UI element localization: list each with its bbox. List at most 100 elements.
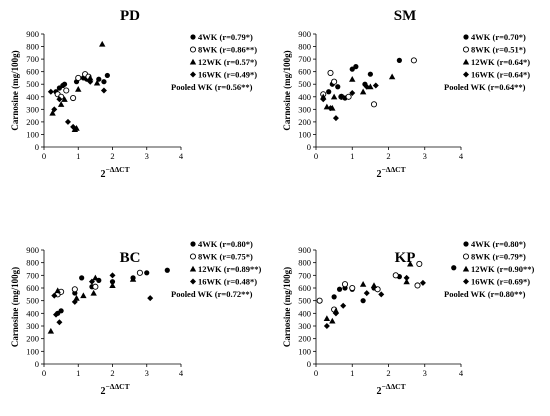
panel-pd-legend-pooled: Pooled WK (r=0.56**) [171, 82, 253, 92]
panel-sm-data-point [367, 83, 374, 90]
panel-pd-data-point [70, 123, 77, 130]
panel-kp-data-point [451, 265, 457, 271]
panel-kp-data-point [378, 291, 385, 298]
panel-sm-y-tick-label: 200 [298, 117, 311, 127]
panel-kp-y-tick-label: 500 [298, 296, 311, 306]
panel-sm-series-3 [320, 73, 396, 111]
panel-pd-series-1 [53, 72, 110, 95]
panel-pd-series-2 [54, 71, 92, 102]
panel-sm-y-tick-label: 800 [298, 42, 311, 52]
panel-sm-legend-label: 12WK (r=0.64*) [471, 57, 530, 67]
panel-pd-legend: 4WK (r=0.79*) 8WK (r=0.86**) 12WK (r=0.57*… [171, 32, 257, 92]
panel-kp-data-point [332, 310, 339, 317]
panel-bc-data-point [147, 295, 154, 302]
panel-kp-y-tick-label: 0 [307, 359, 311, 369]
panel-sm-y-tick-label: 500 [298, 79, 311, 89]
panel-kp-legend-label: 4WK (r=0.80*) [471, 239, 526, 249]
panel-kp-legend-label: 12WK (r=0.90**) [471, 264, 535, 274]
panel-bc-data-point [47, 327, 55, 334]
panel-kp-x-tick-label: 4 [459, 368, 464, 378]
panel-sm-data-point [353, 64, 359, 70]
panel-pd-data-point [61, 81, 68, 87]
panel-sm-data-point [327, 69, 334, 76]
panel-kp-legend-marker [463, 241, 469, 247]
panel-bc-legend-pooled: Pooled WK (r=0.72**) [171, 289, 253, 299]
panel-pd-legend-label: 4WK (r=0.79*) [198, 32, 253, 42]
panel-kp-x-label: 2−ΔΔCT [377, 382, 406, 397]
panel-bc-data-point [109, 282, 116, 289]
panel-sm-legend-marker [462, 58, 470, 65]
panel-bc-data-point [144, 270, 150, 276]
panel-pd-data-point [61, 96, 68, 102]
panel-bc-y-tick-label: 900 [26, 245, 39, 255]
panel-pd-x-label: 2−ΔΔCT [101, 165, 130, 180]
panel-bc-y-tick-label: 500 [26, 296, 39, 306]
panel-pd-data-point [63, 87, 70, 94]
panel-bc-y-tick-label: 700 [26, 270, 39, 280]
panel-kp-series-4 [323, 274, 426, 329]
panel-kp-legend-label: 8WK (r=0.79*) [471, 252, 526, 262]
panel-kp-y-tick-label: 300 [298, 321, 311, 331]
panel-kp-data-point [331, 294, 337, 300]
panel-pd-y-tick-label: 900 [26, 29, 39, 39]
panel-kp-data-point [403, 278, 410, 285]
panel-bc-data-point [136, 269, 143, 276]
panel-bc-y-tick-label: 200 [26, 334, 39, 344]
panel-bc-legend-marker [189, 265, 197, 272]
panel-sm-x-tick-label: 3 [423, 151, 427, 161]
panel-sm-data-point [349, 76, 356, 82]
panel-sm-legend-marker [463, 71, 469, 78]
panel-sm-data-point [331, 78, 338, 85]
panel-sm-y-tick-label: 600 [298, 67, 311, 77]
panel-bc-data-point [80, 292, 87, 299]
panel-pd-data-point [75, 86, 82, 92]
panel-pd-data-point [96, 76, 102, 82]
panel-pd-series-3 [49, 40, 106, 132]
panel-pd-series-4 [47, 78, 107, 130]
panel-bc-data-point [56, 319, 63, 326]
panel-bc-y-tick-label: 400 [26, 308, 39, 318]
panel-kp-data-point [414, 282, 421, 289]
panel-bc-legend-label: 8WK (r=0.75*) [198, 252, 253, 262]
panel-bc-data-point [109, 279, 116, 285]
panel-sm-y-tick-label: 400 [298, 92, 311, 102]
panel-sm-x-tick-label: 4 [459, 151, 464, 161]
panel-bc-x-tick-label: 1 [76, 368, 80, 378]
panel-bc-y-label: Carnosine (mg/100g) [10, 267, 20, 347]
panel-sm-legend-marker [462, 46, 470, 53]
panel-kp-data-point [363, 290, 370, 297]
panel-pd-title: PD [120, 8, 140, 24]
panel-bc-data-point [129, 275, 137, 282]
panel-sm-x-tick-label: 0 [314, 151, 318, 161]
panel-pd-y-tick-label: 400 [26, 92, 39, 102]
panel-kp-x-tick-label: 1 [350, 368, 354, 378]
panel-bc-data-point [90, 289, 97, 296]
panel-pd-data-point [47, 88, 54, 95]
panel-pd-data-point [73, 124, 80, 131]
panel-bc-data-point [71, 298, 78, 305]
panel-pd-legend-marker [189, 58, 197, 65]
panel-sm-data-point [359, 88, 367, 95]
panel-sm-data-point [349, 66, 355, 72]
panel-bc-y-tick-label: 800 [26, 258, 39, 268]
panel-sm-y-tick-label: 0 [307, 142, 311, 152]
panel-sm-data-point [363, 83, 370, 90]
panel-pd-y-tick-label: 800 [26, 42, 39, 52]
panel-sm-legend-marker [463, 34, 469, 40]
panel-bc-data-point [88, 278, 95, 285]
panel-sm-data-point [345, 93, 352, 100]
panel-pd-y-tick-label: 300 [26, 104, 39, 114]
panel-kp-y-tick-label: 800 [298, 258, 311, 268]
panel-bc-x-label: 2−ΔΔCT [101, 382, 130, 397]
panel-sm-data-point [335, 84, 341, 90]
panel-sm-data-point [367, 71, 373, 77]
panel-kp-legend-marker [462, 265, 470, 272]
panel-kp-x-tick-label: 3 [423, 368, 427, 378]
panel-kp-title: KP [395, 250, 416, 266]
panel-kp-legend-marker [463, 278, 469, 285]
panel-kp-legend-pooled: Pooled WK (r=0.80**) [444, 289, 526, 299]
panel-bc-x-tick-label: 0 [42, 368, 46, 378]
panel-pd-y-label: Carnosine (mg/100g) [10, 50, 20, 130]
panel-bc-legend-label: 4WK (r=0.80*) [198, 239, 253, 249]
panel-bc: BC 0 100 200 300 400 500 600 700 800 900 0 1 2 3 4 Carno… [10, 239, 262, 397]
